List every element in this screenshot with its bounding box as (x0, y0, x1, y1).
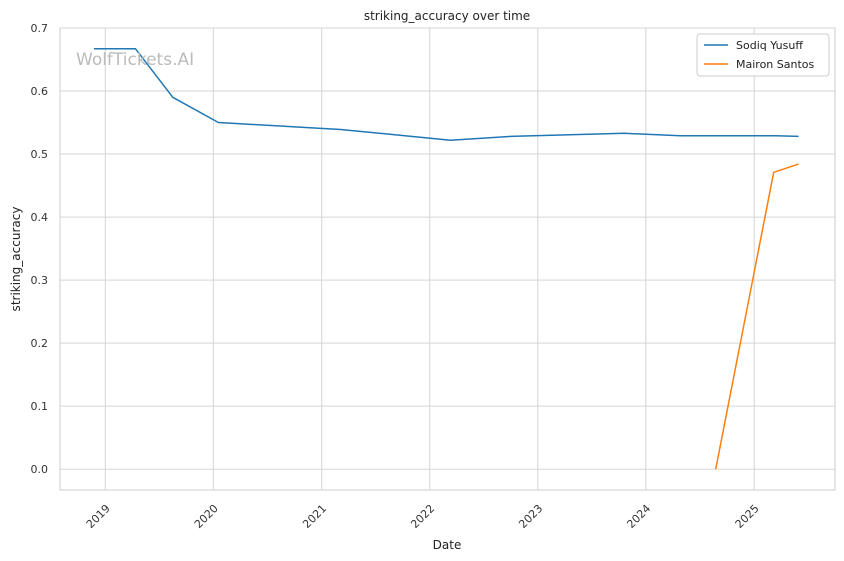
legend-label-sodiq-yusuff: Sodiq Yusuff (736, 39, 803, 52)
y-tick-0.6: 0.6 (31, 85, 49, 98)
x-tick-2025: 2025 (733, 502, 762, 531)
plot-area (59, 27, 836, 491)
y-tick-0.0: 0.0 (31, 463, 49, 476)
legend-label-mairon-santos: Mairon Santos (736, 58, 815, 71)
series-line-sodiq-yusuff (94, 48, 799, 141)
y-tick-labels: 0.0 0.1 0.2 0.3 0.4 0.5 0.6 0.7 (31, 22, 49, 476)
series-line-mairon-santos (714, 163, 799, 470)
y-tick-0.4: 0.4 (31, 211, 49, 224)
x-tick-2024: 2024 (624, 502, 653, 531)
x-tick-2022: 2022 (408, 502, 437, 531)
y-tick-0.3: 0.3 (31, 274, 49, 287)
y-tick-0.7: 0.7 (31, 22, 49, 35)
x-tick-2023: 2023 (516, 502, 545, 531)
y-axis-label: striking_accuracy (9, 207, 23, 312)
y-grid (60, 27, 835, 470)
x-tick-2021: 2021 (300, 502, 329, 531)
y-tick-0.1: 0.1 (31, 400, 49, 413)
x-tick-2019: 2019 (84, 502, 113, 531)
x-grid (104, 28, 755, 490)
y-tick-0.5: 0.5 (31, 148, 49, 161)
chart-title: striking_accuracy over time (364, 9, 530, 23)
legend: Sodiq Yusuff Mairon Santos (696, 33, 830, 77)
x-tick-2020: 2020 (192, 502, 221, 531)
y-tick-0.2: 0.2 (31, 337, 49, 350)
x-tick-labels: 2019 2020 2021 2022 2023 2024 2025 (84, 502, 762, 531)
watermark: WolfTickets.AI (76, 50, 194, 70)
series-lines (94, 48, 799, 470)
legend-box (696, 33, 830, 77)
x-axis-label: Date (433, 538, 462, 552)
